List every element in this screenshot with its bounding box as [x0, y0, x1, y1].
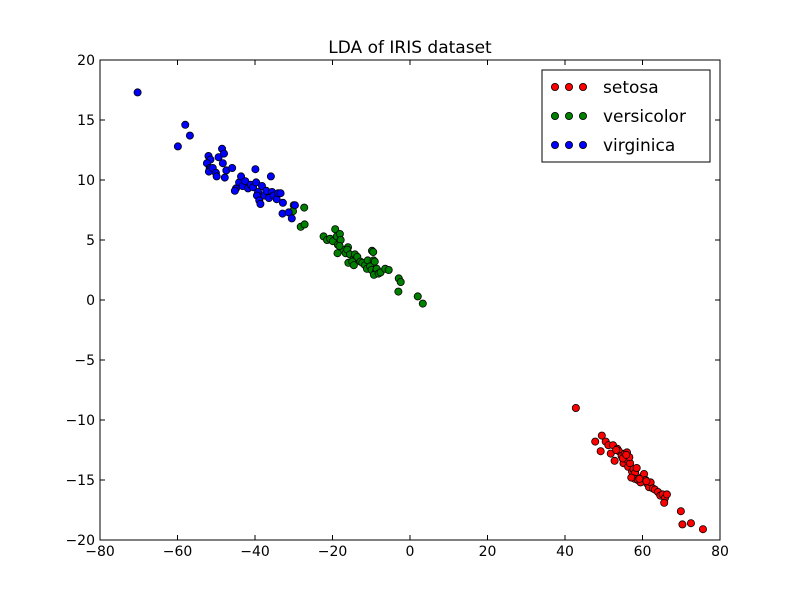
- versicolor-legend-marker: [551, 112, 560, 121]
- y-tick-label: −5: [74, 353, 95, 369]
- x-tick-label: 0: [406, 544, 415, 560]
- legend: setosa versicolor virginica: [541, 69, 711, 163]
- versicolor-point: [300, 220, 309, 229]
- setosa-point: [678, 520, 687, 529]
- setosa-point: [612, 445, 621, 454]
- versicolor-point: [396, 277, 405, 286]
- virginica-legend-marker: [551, 140, 560, 149]
- virginica-point: [212, 172, 221, 181]
- setosa-point: [591, 437, 600, 446]
- setosa-point: [642, 477, 651, 486]
- versicolor-point: [413, 292, 422, 301]
- setosa-point: [686, 519, 695, 528]
- virginica-point: [181, 120, 190, 129]
- x-tick-label: 60: [634, 544, 652, 560]
- setosa-point: [662, 490, 671, 499]
- legend-label-versicolor: versicolor: [603, 107, 686, 127]
- versicolor-point: [369, 247, 378, 256]
- virginica-point: [219, 149, 228, 158]
- axes-frame: [99, 59, 721, 541]
- y-tick-label: 0: [86, 293, 95, 309]
- versicolor-point: [300, 203, 309, 212]
- virginica-point: [278, 198, 287, 207]
- chart-title: LDA of IRIS dataset: [328, 38, 492, 58]
- setosa-point: [698, 525, 707, 534]
- setosa-point: [676, 507, 685, 516]
- setosa-point: [660, 498, 669, 507]
- virginica-point: [276, 189, 285, 198]
- virginica-point: [230, 186, 239, 195]
- x-tick-label: 80: [711, 544, 729, 560]
- setosa-point: [632, 463, 641, 472]
- setosa-point: [597, 431, 606, 440]
- y-tick-label: −10: [65, 413, 95, 429]
- x-tick-label: −80: [85, 544, 115, 560]
- x-tick-label: 40: [556, 544, 574, 560]
- x-tick-label: 20: [479, 544, 497, 560]
- setosa-legend-marker: [551, 83, 560, 92]
- virginica-point: [251, 165, 260, 174]
- virginica-legend-marker: [579, 140, 588, 149]
- versicolor-legend-marker: [579, 112, 588, 121]
- setosa-legend-marker: [579, 83, 588, 92]
- virginica-point: [173, 142, 182, 151]
- versicolor-point: [349, 261, 358, 270]
- versicolor-legend-marker: [565, 112, 574, 121]
- data-points-layer: [133, 88, 707, 534]
- setosa-point: [571, 403, 580, 412]
- versicolor-point: [394, 287, 403, 296]
- y-tick-label: −20: [65, 533, 95, 549]
- y-tick-label: 15: [77, 113, 95, 129]
- versicolor-point: [384, 265, 393, 274]
- virginica-point: [266, 172, 275, 181]
- virginica-point: [228, 163, 237, 172]
- virginica-point: [185, 131, 194, 140]
- virginica-point: [256, 199, 265, 208]
- versicolor-point: [370, 257, 379, 266]
- virginica-legend-marker: [565, 140, 574, 149]
- virginica-point: [287, 214, 296, 223]
- y-tick-label: 10: [77, 173, 95, 189]
- x-tick-label: −40: [240, 544, 270, 560]
- setosa-point: [610, 456, 619, 465]
- virginica-point: [220, 173, 229, 182]
- virginica-point: [241, 177, 250, 186]
- setosa-legend-marker: [565, 83, 574, 92]
- y-tick-label: −15: [65, 473, 95, 489]
- virginica-point: [133, 88, 142, 97]
- virginica-point: [252, 178, 261, 187]
- axis-ticks-layer: −80 −60 −40 −20 0 20 40 60 80 −20 −15 −10 −5 0 5 10 15 20: [65, 53, 728, 560]
- setosa-point: [627, 473, 636, 482]
- setosa-point: [635, 474, 644, 483]
- setosa-point: [606, 449, 615, 458]
- virginica-point: [218, 159, 227, 168]
- x-tick-label: −20: [318, 544, 348, 560]
- y-tick-label: 5: [86, 233, 95, 249]
- virginica-point: [290, 201, 299, 210]
- x-tick-label: −60: [163, 544, 193, 560]
- legend-label-virginica: virginica: [603, 136, 675, 156]
- virginica-point: [214, 153, 223, 162]
- y-tick-label: 20: [77, 53, 95, 69]
- legend-label-setosa: setosa: [603, 78, 659, 98]
- setosa-point: [622, 450, 631, 459]
- setosa-point: [596, 447, 605, 456]
- versicolor-point: [418, 299, 427, 308]
- versicolor-point: [333, 249, 342, 258]
- versicolor-point: [335, 241, 344, 250]
